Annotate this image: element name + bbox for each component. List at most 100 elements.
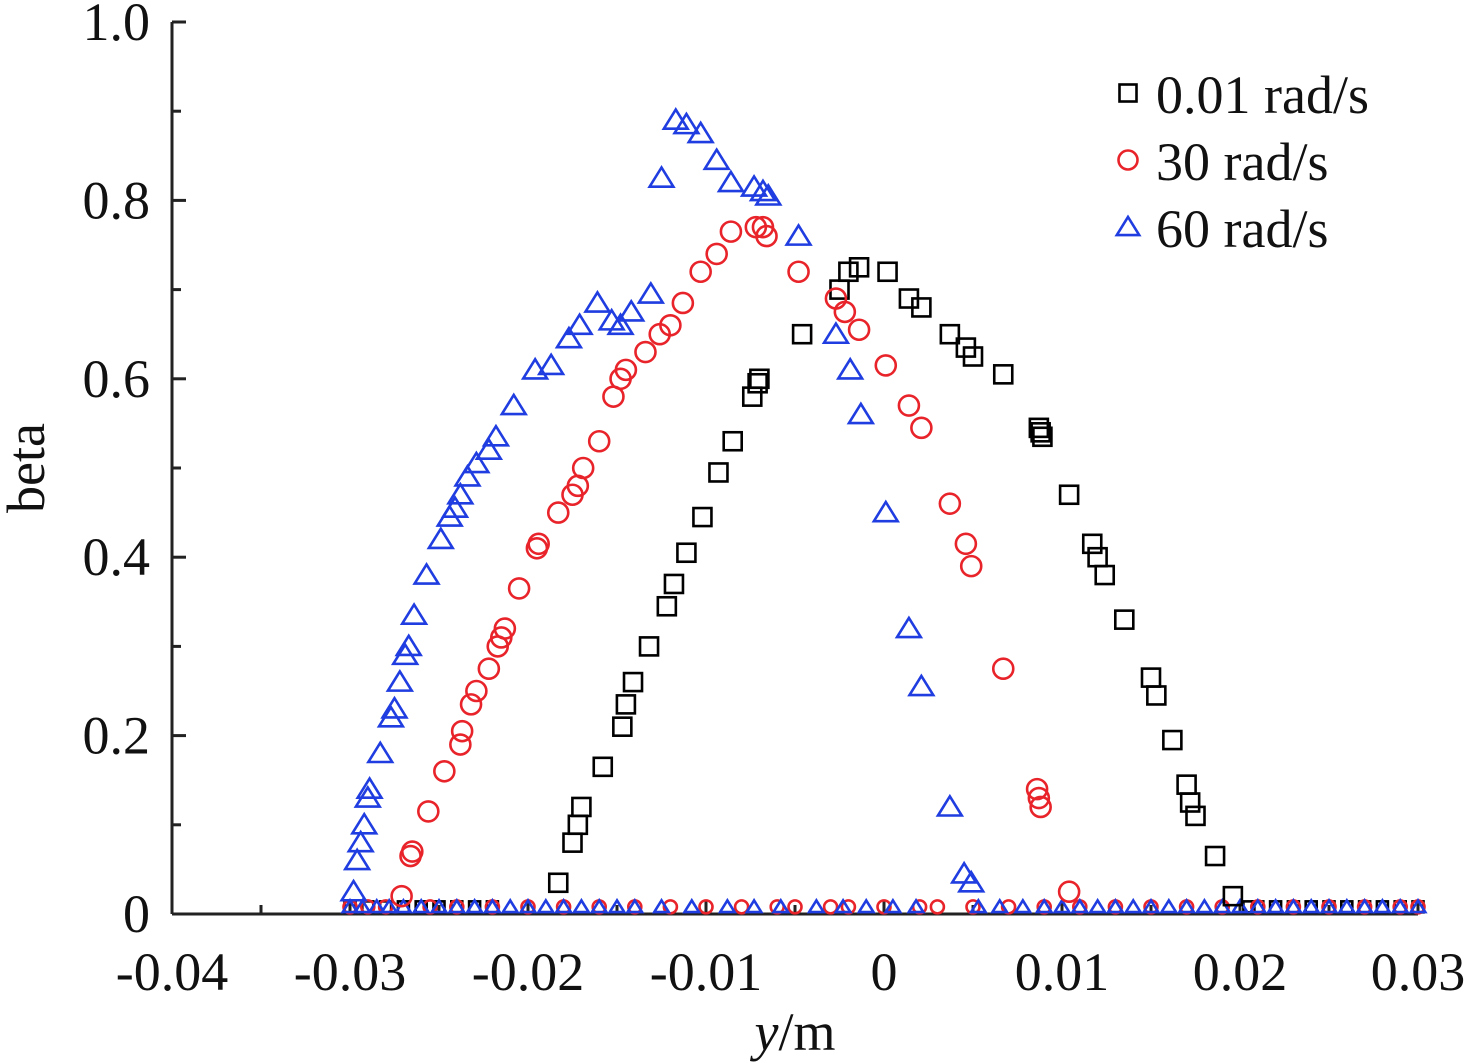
triangle-baseline-point bbox=[447, 897, 467, 914]
triangle-point bbox=[835, 356, 865, 380]
triangle-baseline-point bbox=[379, 897, 399, 914]
triangle-point bbox=[446, 481, 475, 505]
square-point bbox=[562, 832, 583, 853]
circle-point bbox=[959, 554, 983, 578]
triangle-point bbox=[426, 526, 455, 550]
triangle-point bbox=[784, 223, 813, 246]
circle-baseline-point bbox=[929, 899, 946, 915]
circle-point bbox=[450, 719, 474, 743]
square-point bbox=[838, 261, 859, 283]
square-point bbox=[1146, 685, 1167, 706]
triangle-baseline-point bbox=[1141, 897, 1161, 914]
triangle-baseline-point bbox=[1337, 897, 1357, 914]
x-tick-label: 0.03 bbox=[1371, 942, 1466, 1002]
circle-point bbox=[1029, 795, 1052, 819]
triangle-point bbox=[380, 695, 409, 719]
circle-point bbox=[634, 340, 657, 364]
triangle-baseline-point bbox=[482, 897, 502, 914]
circle-point bbox=[465, 679, 488, 703]
triangle-point bbox=[661, 107, 690, 130]
y-tick-label: 0.6 bbox=[83, 349, 151, 409]
square-point bbox=[615, 694, 637, 715]
circle-point bbox=[507, 577, 531, 600]
triangle-point bbox=[346, 829, 375, 853]
square-point bbox=[692, 506, 713, 528]
x-axis-title-var: y bbox=[750, 1002, 779, 1062]
triangle-point bbox=[554, 325, 584, 349]
x-tick-label: 0 bbox=[871, 942, 898, 1002]
square-point bbox=[848, 256, 870, 278]
square-point bbox=[1094, 564, 1116, 586]
triangle-baseline-point bbox=[883, 897, 903, 914]
legend-label: 0.01 rad/s bbox=[1156, 65, 1369, 125]
triangle-baseline-point bbox=[1248, 897, 1268, 914]
square-point bbox=[791, 323, 813, 345]
triangle-point bbox=[617, 298, 646, 322]
triangle-baseline-point bbox=[367, 897, 387, 914]
square-point bbox=[638, 636, 660, 657]
triangle-point bbox=[583, 289, 612, 313]
triangle-point bbox=[342, 847, 372, 871]
square-point bbox=[1162, 729, 1183, 751]
triangle-baseline-point bbox=[806, 897, 826, 914]
triangle-baseline-point bbox=[571, 897, 591, 914]
circle-point bbox=[833, 300, 857, 324]
triangle-baseline-point bbox=[589, 897, 609, 914]
triangle-baseline-point bbox=[1013, 897, 1033, 914]
triangle-baseline-point bbox=[744, 897, 764, 914]
circle-point bbox=[1027, 786, 1051, 810]
circle-point bbox=[546, 501, 570, 524]
x-axis-title-unit: /m bbox=[778, 1002, 835, 1062]
square-point bbox=[1058, 484, 1080, 506]
square-point bbox=[547, 872, 569, 894]
triangle-baseline-point bbox=[1105, 897, 1125, 914]
triangle-baseline-point bbox=[1266, 897, 1286, 914]
triangle-baseline-point bbox=[1301, 897, 1321, 914]
x-axis-title: y/m bbox=[750, 1002, 836, 1062]
triangle-baseline-point bbox=[1034, 897, 1054, 914]
circle-baseline-point bbox=[787, 899, 803, 915]
circle-point bbox=[874, 354, 898, 377]
triangle-baseline-point bbox=[1159, 897, 1179, 914]
triangle-baseline-point bbox=[990, 897, 1010, 914]
square-point bbox=[592, 756, 614, 778]
circle-point bbox=[390, 884, 413, 908]
square-point bbox=[722, 430, 744, 452]
triangle-point bbox=[339, 878, 368, 902]
triangle-baseline-point bbox=[429, 897, 449, 914]
circle-point bbox=[689, 260, 712, 284]
square-point bbox=[1114, 609, 1135, 630]
circle-baseline-point bbox=[698, 899, 714, 915]
square-point bbox=[939, 323, 961, 345]
square-point bbox=[1081, 533, 1103, 555]
circle-point bbox=[587, 429, 611, 453]
square-point bbox=[622, 671, 644, 693]
square-point bbox=[567, 814, 589, 836]
circle-point bbox=[659, 313, 682, 337]
square-point bbox=[962, 346, 984, 367]
triangle-point bbox=[716, 169, 746, 193]
triangle-point bbox=[394, 633, 423, 657]
legend-circle-icon bbox=[1117, 149, 1139, 171]
y-axis-title: beta bbox=[0, 423, 56, 513]
triangle-baseline-point bbox=[352, 897, 373, 914]
markers bbox=[339, 107, 1244, 908]
triangle-point bbox=[821, 321, 851, 345]
triangle-baseline-point bbox=[1283, 897, 1303, 914]
y-tick-label: 0.8 bbox=[83, 170, 151, 230]
circle-point bbox=[449, 733, 472, 756]
legend-triangle-icon bbox=[1114, 214, 1142, 237]
triangle-baseline-point bbox=[717, 897, 737, 914]
square-point bbox=[1179, 792, 1201, 813]
circle-point bbox=[571, 456, 595, 480]
triangle-point bbox=[702, 147, 731, 171]
triangle-point bbox=[412, 561, 441, 585]
square-point bbox=[1030, 422, 1051, 443]
circle-point bbox=[938, 492, 962, 515]
tick-labels: 0 0.2 0.4 0.6 0.8 1.0 -0.04 -0.03 -0.02 -0.01 0 0.0… bbox=[83, 0, 1466, 1002]
triangle-baseline-point bbox=[536, 897, 556, 914]
x-tick-label: -0.04 bbox=[116, 942, 228, 1002]
square-point bbox=[1032, 426, 1053, 448]
circle-point bbox=[459, 693, 483, 716]
legend: 0.01 rad/s 30 rad/s 60 rad/s bbox=[1114, 65, 1369, 259]
